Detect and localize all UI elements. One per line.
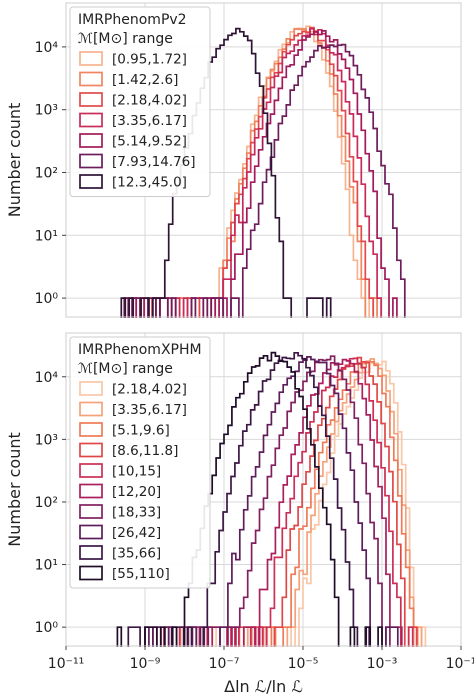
panel-bottom-imrphenomxphm: 10⁰ 10¹ 10² 10³ 10⁴ 10⁻¹¹ 10⁻⁹ 10⁻⁷ 10⁻⁵ 10⁻³ 10⁻¹… (5, 332, 474, 696)
legend-swatch (79, 442, 103, 458)
histogram-series-9 (116, 351, 383, 649)
legend-swatch (79, 545, 103, 560)
legend-swatch (79, 401, 103, 417)
y-axis-label: Number count (5, 103, 24, 218)
legend: IMRPhenomXPHM ℳ[M⊙] range [2.18,4.02] [3.35… (69, 336, 211, 589)
x-tick-label: 10⁻⁹ (130, 656, 161, 672)
panel-top-imrphenompv2: 10⁰ 10¹ 10² 10³ 10⁴ Number count IMRPhenomPv2 ℳ… (5, 2, 463, 324)
legend-entry-label: [1.42,2.6] (112, 72, 178, 88)
legend-swatch (79, 153, 103, 169)
legend-title-line: ℳ[M⊙] range (78, 31, 173, 47)
y-tick-label: 10¹ (35, 558, 58, 574)
y-tick-label: 10³ (35, 432, 58, 448)
legend-entry-label: [12,20] (112, 484, 161, 500)
legend-swatch (79, 565, 103, 581)
legend-title-line: ℳ[M⊙] range (78, 361, 173, 377)
y-tick-label: 10⁴ (35, 370, 59, 386)
legend-title-line: IMRPhenomPv2 (78, 12, 187, 28)
legend-entry-label: [2.18,4.02] (112, 93, 187, 109)
legend-entry-label: [7.93,14.76] (112, 154, 196, 170)
legend-entry-label: [5.1,9.6] (112, 423, 170, 439)
legend-swatch (79, 71, 103, 87)
legend-entry-label: [10,15] (112, 464, 161, 480)
y-tick-label: 10⁴ (35, 40, 59, 56)
legend-swatch (79, 504, 103, 519)
legend-entry-label: [8.6,11.8] (112, 443, 178, 459)
legend-entry-label: [35,66] (112, 546, 161, 562)
histogram-series-0 (183, 360, 427, 649)
legend: IMRPhenomPv2 ℳ[M⊙] range [0.95,1.72] [1.42,… (69, 6, 211, 197)
y-tick-label: 10² (35, 495, 58, 511)
histogram-series-6 (117, 27, 335, 320)
x-tick-label: 10⁻⁷ (209, 656, 240, 672)
legend-entry-label: [3.35,6.17] (112, 402, 187, 418)
legend-entry-label: [26,42] (112, 525, 161, 541)
x-axis-label: Δln ℒ/ln ℒ (224, 677, 303, 696)
y-tick-label: 10⁰ (35, 291, 59, 307)
legend-swatch (79, 463, 103, 478)
legend-entry-label: [3.35,6.17] (112, 113, 187, 129)
legend-swatch (79, 92, 103, 107)
x-tick-label: 10⁻⁵ (288, 656, 319, 672)
x-tick-label: 10⁻¹ (446, 656, 474, 672)
x-tick-label: 10⁻³ (367, 656, 398, 672)
legend-swatch (79, 422, 103, 437)
y-tick-label: 10¹ (35, 228, 58, 244)
legend-swatch (79, 112, 103, 128)
y-axis-label: Number count (5, 432, 24, 547)
legend-entry-label: [0.95,1.72] (112, 52, 187, 68)
histograms (116, 351, 427, 649)
y-tick-label: 10³ (35, 103, 58, 119)
x-tick-label: 10⁻¹¹ (48, 656, 84, 672)
legend-swatch (79, 174, 103, 189)
bottom-mask (64, 318, 463, 324)
legend-entry-label: [12.3,45.0] (112, 175, 187, 191)
legend-entry-label: [2.18,4.02] (112, 382, 187, 398)
legend-entry-label: [18,33] (112, 505, 161, 521)
legend-swatch (79, 381, 103, 396)
legend-swatch (79, 133, 103, 148)
legend-swatch (79, 51, 103, 66)
bottom-mask (64, 647, 463, 653)
legend-box (69, 6, 211, 197)
y-tick-label: 10⁰ (35, 620, 59, 636)
legend-entry-label: [5.14,9.52] (112, 134, 187, 150)
legend-title-line: IMRPhenomXPHM (78, 342, 202, 358)
legend-box (69, 336, 211, 589)
histogram-series-5 (123, 43, 409, 320)
legend-entry-label: [55,110] (112, 566, 170, 582)
legend-swatch (79, 524, 103, 540)
y-tick-label: 10² (35, 165, 58, 181)
legend-swatch (79, 483, 103, 499)
